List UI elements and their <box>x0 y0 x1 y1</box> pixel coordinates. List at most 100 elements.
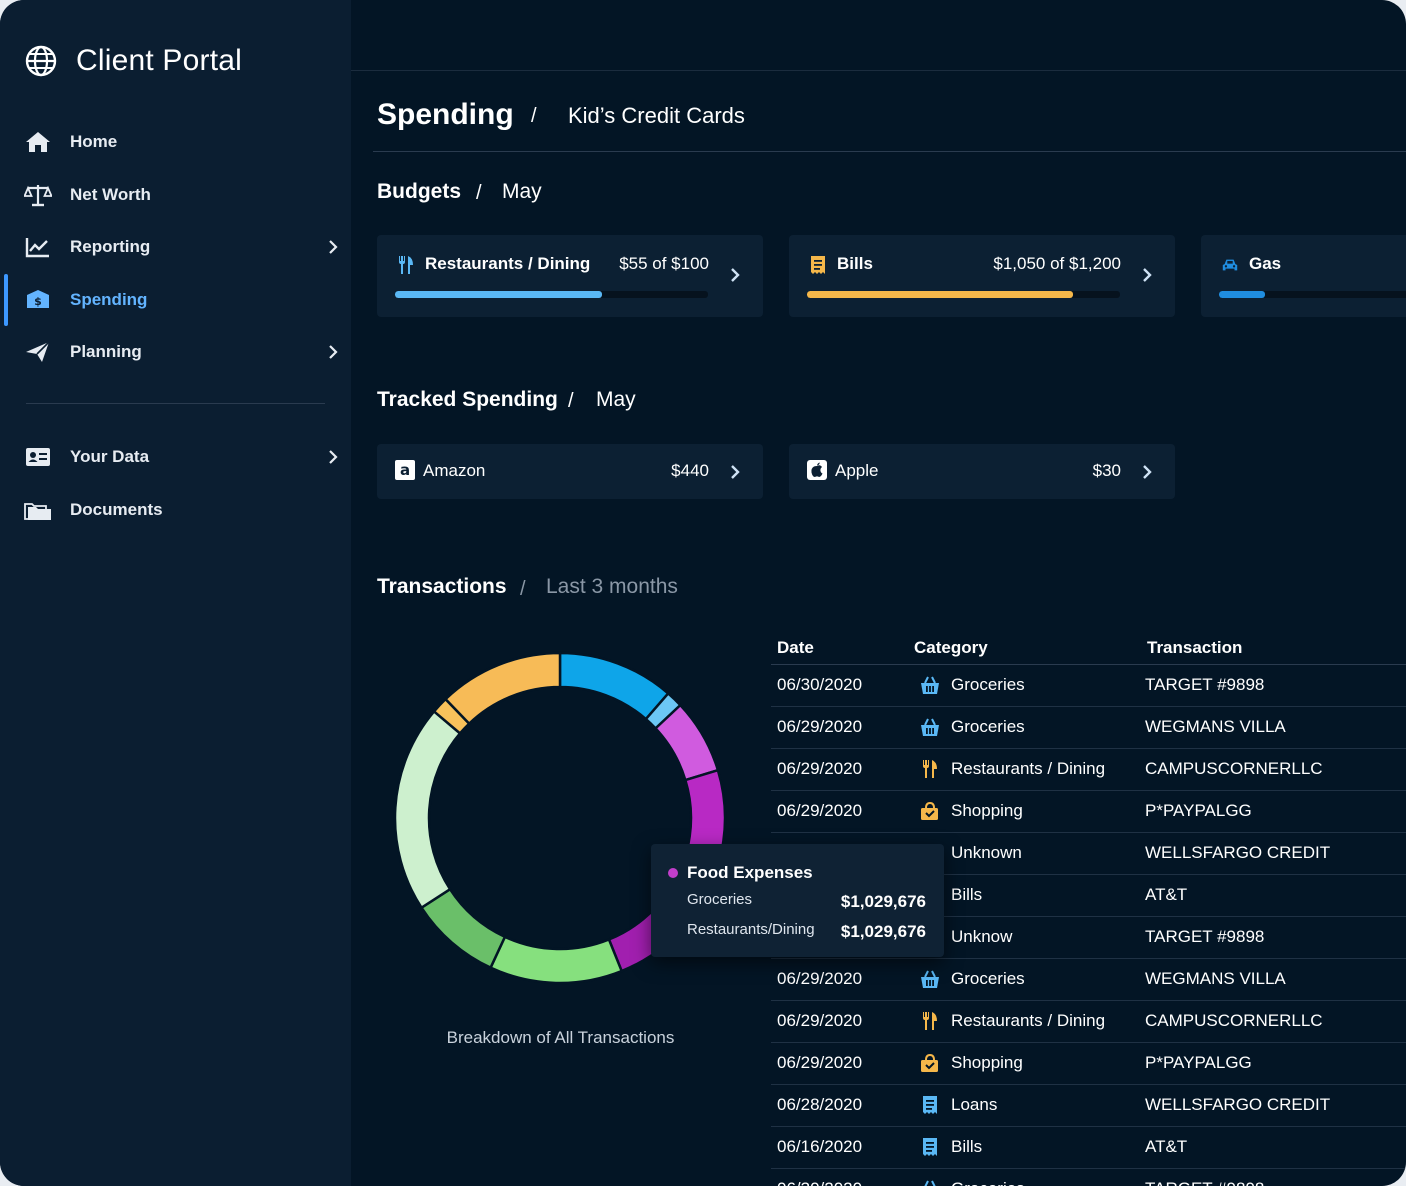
nav-item-home[interactable]: Home <box>0 116 351 168</box>
transactions-table: Date Category Transaction 06/30/2020 Groc… <box>771 632 1406 1186</box>
fork-knife-icon <box>923 760 937 778</box>
table-row[interactable]: 06/30/2020 Groceries TARGET #9898 <box>771 1169 1406 1186</box>
paper-plane-icon <box>26 341 50 362</box>
svg-text:a: a <box>400 461 410 479</box>
nav-item-spending[interactable]: $ Spending <box>0 274 351 326</box>
tracked-card-amazon[interactable]: a Amazon $440 <box>377 444 763 499</box>
cell-category: Bills <box>951 885 983 904</box>
tooltip-value: $1,029,676 <box>840 892 926 911</box>
top-divider <box>351 70 1406 71</box>
cell-date: 06/29/2020 <box>777 1011 863 1030</box>
table-row[interactable]: 06/29/2020 Shopping P*PAYPALGG <box>771 1043 1406 1085</box>
table-row[interactable]: 06/29/2020 Groceries WEGMANS VILLA <box>771 707 1406 749</box>
chevron-right-icon <box>329 450 338 464</box>
nav-item-reporting[interactable]: Reporting <box>0 221 351 273</box>
cell-transaction: TARGET #9898 <box>1145 675 1265 694</box>
nav-item-planning[interactable]: Planning <box>0 326 351 378</box>
spending-icon: $ <box>27 290 49 308</box>
cell-category: Groceries <box>951 969 1025 988</box>
breadcrumb-separator: / <box>568 390 574 412</box>
shopping-bag-icon <box>921 801 938 820</box>
line-chart-icon <box>25 238 49 258</box>
budget-card-gas[interactable]: Gas <box>1201 235 1406 317</box>
nav-label: Your Data <box>70 447 150 466</box>
receipt-icon <box>923 1138 937 1156</box>
cell-transaction: WELLSFARGO CREDIT <box>1145 1095 1331 1114</box>
cell-transaction: WEGMANS VILLA <box>1145 717 1286 736</box>
column-category[interactable]: Category <box>914 638 988 657</box>
budget-progress-track <box>395 291 708 298</box>
id-card-icon <box>26 448 50 466</box>
cell-date: 06/29/2020 <box>777 759 863 778</box>
cell-category: Restaurants / Dining <box>951 759 1106 778</box>
app-title: Client Portal <box>76 44 243 77</box>
apple-icon <box>807 460 827 480</box>
budgets-title: Budgets <box>377 180 461 203</box>
budget-progress-fill <box>395 291 602 298</box>
cell-category: Groceries <box>951 675 1025 694</box>
chevron-right-icon <box>731 268 740 282</box>
brand[interactable]: Client Portal <box>24 44 242 78</box>
table-row[interactable]: 06/29/2020 Restaurants / Dining CAMPUSCORN… <box>771 749 1406 791</box>
cell-date: 06/16/2020 <box>777 1137 863 1156</box>
table-row[interactable]: 06/28/2020 Loans WELLSFARGO CREDIT <box>771 1085 1406 1127</box>
cell-category: Shopping <box>951 801 1023 820</box>
cell-date: 06/30/2020 <box>777 1179 862 1186</box>
tracked-amount: $440 <box>671 461 709 480</box>
main-content: Spending / Kid’s Credit Cards Budgets / … <box>351 0 1406 1186</box>
nav-item-your-data[interactable]: Your Data <box>0 431 351 483</box>
cell-transaction: WEGMANS VILLA <box>1145 969 1286 988</box>
basket-icon <box>921 970 939 988</box>
tracked-title: Tracked Spending <box>377 388 558 411</box>
nav-label: Spending <box>70 290 148 309</box>
table-row[interactable]: 06/30/2020 Groceries TARGET #9898 <box>771 665 1406 707</box>
budget-progress-fill <box>1219 291 1265 298</box>
series-dot <box>668 868 678 878</box>
cell-transaction: TARGET #9898 <box>1145 1179 1264 1186</box>
column-date[interactable]: Date <box>777 638 814 657</box>
table-row[interactable]: 06/29/2020 Shopping P*PAYPALGG <box>771 791 1406 833</box>
budget-card-restaurants[interactable]: Restaurants / Dining $55 of $100 <box>377 235 763 317</box>
cell-transaction: AT&T <box>1145 1137 1188 1156</box>
budget-progress-fill <box>807 291 1074 298</box>
tracked-amount: $30 <box>1092 461 1121 480</box>
breadcrumb-separator: / <box>531 105 537 127</box>
home-icon <box>26 132 50 152</box>
svg-text:$: $ <box>34 295 42 308</box>
budget-progress-track <box>1219 291 1406 298</box>
cell-date: 06/29/2020 <box>777 801 863 820</box>
cell-category: Loans <box>951 1095 998 1114</box>
table-row[interactable]: 06/29/2020 Groceries WEGMANS VILLA <box>771 959 1406 1001</box>
folders-icon <box>24 503 51 520</box>
cell-transaction: CAMPUSCORNERLLC <box>1145 1011 1323 1030</box>
table-header: Date Category Transaction <box>771 632 1406 665</box>
page-title: Spending <box>377 98 514 131</box>
donut-slice-7[interactable] <box>393 709 462 910</box>
donut-slice-9[interactable] <box>443 651 562 726</box>
page-subtitle[interactable]: Kid’s Credit Cards <box>568 103 745 128</box>
donut-slice-5[interactable] <box>488 935 624 985</box>
budget-name: Restaurants / Dining <box>425 254 591 273</box>
column-transaction[interactable]: Transaction <box>1147 638 1243 657</box>
nav-item-documents[interactable]: Documents <box>0 484 351 536</box>
table-row[interactable]: 06/16/2020 Bills AT&T <box>771 1127 1406 1169</box>
cell-transaction: AT&T <box>1145 885 1188 904</box>
header-divider <box>373 151 1406 152</box>
globe-icon <box>25 45 57 77</box>
table-row[interactable]: 06/29/2020 Restaurants / Dining CAMPUSCORN… <box>771 1001 1406 1043</box>
tracked-card-apple[interactable]: Apple $30 <box>789 444 1175 499</box>
transactions-title: Transactions <box>377 575 507 598</box>
breakdown-donut-chart[interactable] <box>377 630 747 1005</box>
tracked-name: Amazon <box>423 461 486 480</box>
transactions-period[interactable]: Last 3 months <box>546 575 678 598</box>
budget-card-bills[interactable]: Bills $1,050 of $1,200 <box>789 235 1175 317</box>
donut-slice-0[interactable] <box>558 651 670 721</box>
cell-category: Shopping <box>951 1053 1023 1072</box>
breadcrumb-separator: / <box>520 578 526 600</box>
tooltip-title: Food Expenses <box>687 863 813 882</box>
chevron-right-icon <box>1143 465 1152 479</box>
scale-icon <box>24 185 52 207</box>
nav-item-net-worth[interactable]: Net Worth <box>0 169 351 221</box>
car-icon <box>1222 259 1238 271</box>
